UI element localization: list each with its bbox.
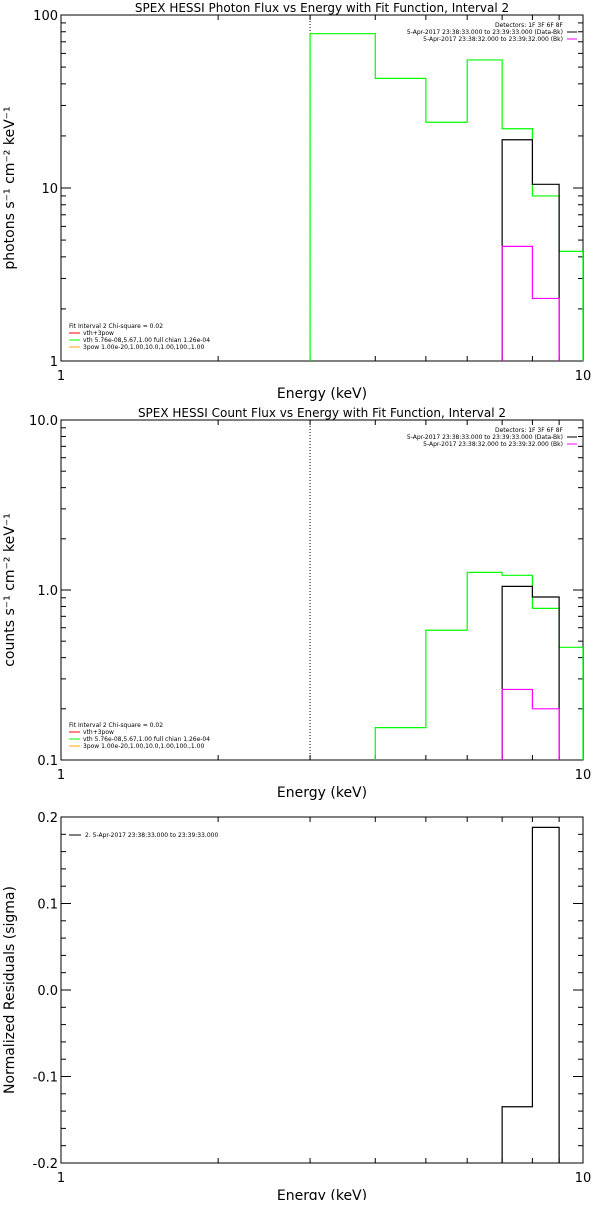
y-tick-label: 0.1: [37, 898, 58, 913]
y-tick-label: -0.2: [33, 1157, 58, 1172]
series-2-histogram: [501, 688, 560, 760]
x-tick-label: 10: [575, 1171, 592, 1186]
panel-count: SPEX HESSI Count Flux vs Energy with Fit…: [2, 406, 591, 801]
panel-photon: SPEX HESSI Photon Flux vs Energy with Fi…: [2, 1, 591, 402]
plot-area: [309, 33, 583, 361]
legend-left-entry: vth+3pow: [83, 729, 114, 736]
legend-left-entry: 3pow 1.00e-20,1.00,10.0,1.00,100.,1.00: [83, 344, 204, 351]
y-tick-label: 100: [33, 9, 58, 24]
legend-left-entry: vth 5.76e-08,5.67,1.00 full chian 1.26e-…: [83, 736, 210, 743]
series-1-histogram: [501, 139, 560, 361]
legend-right-entry: Detectors: 1F 3F 6F 8F: [495, 427, 564, 434]
plot-area: [501, 826, 560, 1163]
legend-left-entry: Fit Interval 2 Chi-square = 0.02: [69, 323, 163, 330]
legend-left-entry: vth 5.76e-08,5.67,1.00 full chian 1.26e-…: [83, 337, 210, 344]
legend-left-entry: Fit Interval 2 Chi-square = 0.02: [69, 722, 163, 729]
x-axis-label: Energy (keV): [277, 1188, 367, 1200]
plot-area: [374, 571, 583, 760]
x-axis-label: Energy (keV): [277, 386, 367, 402]
y-tick-label: 10: [41, 182, 58, 197]
y-tick-label: 0.2: [37, 811, 58, 826]
legend-right-entry: 5-Apr-2017 23:38:33.000 to 23:39:33.000 …: [407, 29, 563, 36]
x-tick-label: 10: [575, 768, 592, 783]
x-tick-label: 1: [57, 768, 65, 783]
y-tick-label: 1.0: [37, 584, 58, 599]
legend-right-entry: 5-Apr-2017 23:38:32.000 to 23:39:32.000 …: [423, 36, 563, 43]
x-tick-label: 10: [575, 369, 592, 384]
plot-frame: [60, 816, 584, 1164]
y-axis-label: counts s⁻¹ cm⁻² keV⁻¹: [2, 513, 18, 667]
chart-title: SPEX HESSI Count Flux vs Energy with Fit…: [138, 406, 506, 420]
series-1-histogram: [501, 585, 560, 760]
legend-left-entry: 3pow 1.00e-20,1.00,10.0,1.00,100.,1.00: [83, 743, 204, 750]
plot-frame: [60, 419, 584, 761]
x-axis-label: Energy (keV): [277, 785, 367, 801]
series-0-histogram: [501, 826, 560, 1163]
series-2-histogram: [501, 245, 560, 361]
y-tick-label: 10.0: [29, 414, 58, 429]
y-axis-label: Normalized Residuals (sigma): [2, 886, 18, 1094]
y-tick-label: 1: [50, 355, 58, 370]
chart-title: SPEX HESSI Photon Flux vs Energy with Fi…: [135, 1, 509, 15]
series-0-histogram: [309, 33, 583, 361]
legend-right-entry: 5-Apr-2017 23:38:32.000 to 23:39:32.000 …: [423, 441, 563, 448]
y-tick-label: -0.1: [33, 1071, 58, 1086]
x-tick-label: 1: [57, 1171, 65, 1186]
plot-frame: [60, 14, 584, 362]
x-tick-label: 1: [57, 369, 65, 384]
legend-right-entry: 5-Apr-2017 23:38:33.000 to 23:39:33.000 …: [407, 434, 563, 441]
legend-top-entry: 2. 5-Apr-2017 23:38:33.000 to 23:39:33.0…: [85, 832, 218, 839]
panel-resid: Energy (keV) Normalized Residuals (sigma)…: [2, 811, 592, 1204]
series-0-histogram: [374, 571, 583, 760]
legend-left-entry: vth+3pow: [83, 330, 114, 337]
y-axis-label: photons s⁻¹ cm⁻² keV⁻¹: [2, 106, 18, 269]
y-tick-label: 0.0: [37, 984, 58, 999]
legend-right-entry: Detectors: 1F 3F 6F 8F: [495, 22, 564, 29]
y-tick-label: 0.1: [37, 754, 58, 769]
